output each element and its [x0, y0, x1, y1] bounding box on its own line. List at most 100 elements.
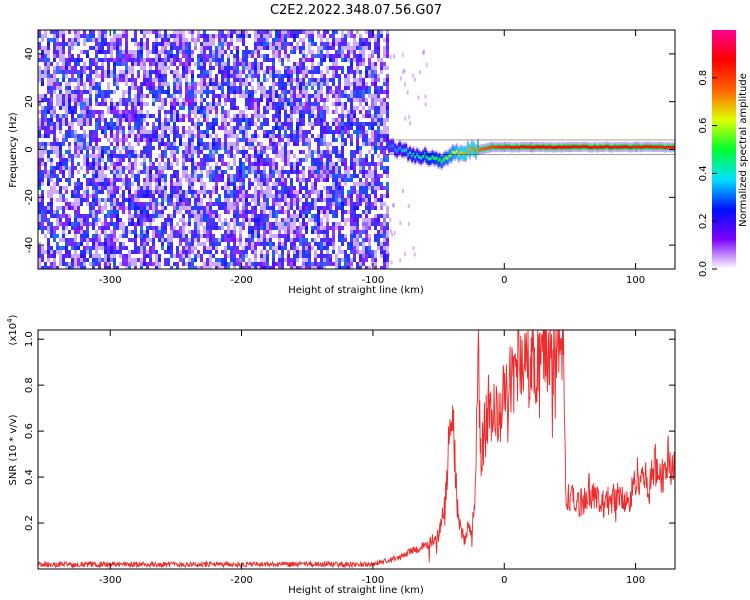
- noise-cell: [347, 266, 350, 269]
- noise-cell: [143, 250, 146, 258]
- noise-cell: [44, 134, 47, 138]
- noise-cell: [302, 218, 305, 226]
- noise-cell: [161, 154, 164, 158]
- noise-cell: [233, 30, 236, 34]
- noise-cell: [161, 166, 164, 174]
- noise-cell: [302, 78, 305, 86]
- noise-cell: [74, 258, 77, 266]
- noise-cell: [161, 158, 164, 162]
- noise-cell: [110, 70, 113, 74]
- noise-cell: [374, 130, 377, 138]
- noise-cell: [254, 74, 257, 78]
- noise-cell: [365, 194, 368, 198]
- noise-cell: [371, 70, 374, 74]
- noise-cell: [299, 214, 302, 218]
- noise-cell: [326, 254, 329, 258]
- noise-cell: [239, 178, 242, 182]
- noise-cell: [284, 98, 287, 102]
- noise-cell: [104, 234, 107, 238]
- noise-cell: [104, 126, 107, 134]
- noise-cell: [239, 74, 242, 78]
- noise-cell: [170, 178, 173, 182]
- noise-cell: [227, 186, 230, 194]
- noise-cell: [305, 86, 308, 90]
- noise-cell: [77, 254, 80, 258]
- noise-cell: [62, 222, 65, 226]
- noise-cell: [293, 86, 296, 90]
- noise-cell: [278, 178, 281, 182]
- noise-cell: [323, 198, 326, 202]
- noise-cell: [41, 38, 44, 42]
- noise-cell: [320, 194, 323, 202]
- noise-cell: [197, 266, 200, 269]
- noise-cell: [263, 86, 266, 90]
- noise-cell: [83, 122, 86, 126]
- noise-cell: [239, 210, 242, 214]
- noise-cell: [59, 162, 62, 166]
- noise-cell: [161, 74, 164, 82]
- noise-cell: [230, 98, 233, 102]
- noise-cell: [71, 74, 74, 82]
- noise-cell: [47, 134, 50, 138]
- noise-cell: [302, 46, 305, 50]
- noise-cell: [281, 246, 284, 250]
- noise-cell: [50, 106, 53, 110]
- noise-cell: [341, 174, 344, 178]
- noise-cell: [182, 74, 185, 78]
- noise-cell: [341, 154, 344, 158]
- noise-cell: [170, 70, 173, 74]
- noise-cell: [329, 194, 332, 198]
- noise-cell: [203, 206, 206, 210]
- noise-cell: [122, 134, 125, 142]
- noise-cell: [314, 150, 317, 154]
- noise-cell: [122, 98, 125, 106]
- noise-cell: [353, 150, 356, 158]
- noise-cell: [341, 238, 344, 246]
- noise-cell: [95, 210, 98, 214]
- noise-cell: [236, 138, 239, 146]
- noise-cell: [56, 154, 59, 158]
- noise-cell: [131, 202, 134, 210]
- noise-cell: [281, 166, 284, 170]
- noise-cell: [71, 54, 74, 58]
- noise-cell: [269, 34, 272, 38]
- noise-cell: [332, 110, 335, 114]
- noise-cell: [377, 126, 380, 130]
- noise-cell: [206, 146, 209, 150]
- noise-cell: [224, 34, 227, 38]
- noise-cell: [173, 94, 176, 98]
- trace-core-cell: [435, 156, 438, 160]
- noise-cell: [92, 206, 95, 210]
- noise-cell: [38, 210, 41, 214]
- noise-cell: [53, 262, 56, 269]
- noise-cell: [299, 102, 302, 106]
- noise-cell: [53, 142, 56, 146]
- noise-cell: [362, 210, 365, 214]
- noise-cell: [317, 246, 320, 250]
- noise-cell: [305, 98, 308, 102]
- noise-cell: [305, 178, 308, 186]
- noise-cell: [200, 178, 203, 186]
- noise-cell: [119, 186, 122, 190]
- noise-cell: [74, 78, 77, 82]
- noise-cell: [86, 178, 89, 186]
- noise-cell: [113, 62, 116, 70]
- noise-cell: [224, 202, 227, 206]
- noise-cell: [158, 202, 161, 206]
- noise-cell: [137, 154, 140, 158]
- noise-cell: [134, 166, 137, 170]
- noise-cell: [251, 234, 254, 242]
- noise-cell: [116, 174, 119, 178]
- noise-cell: [284, 50, 287, 58]
- noise-cell: [80, 226, 83, 230]
- noise-cell: [50, 30, 53, 34]
- noise-cell: [110, 178, 113, 186]
- noise-cell: [140, 210, 143, 218]
- noise-cell: [263, 54, 266, 62]
- noise-cell: [209, 218, 212, 222]
- noise-cell: [311, 94, 314, 98]
- noise-cell: [131, 38, 134, 42]
- noise-cell: [272, 114, 275, 122]
- noise-cell: [50, 222, 53, 226]
- noise-cell: [341, 138, 344, 142]
